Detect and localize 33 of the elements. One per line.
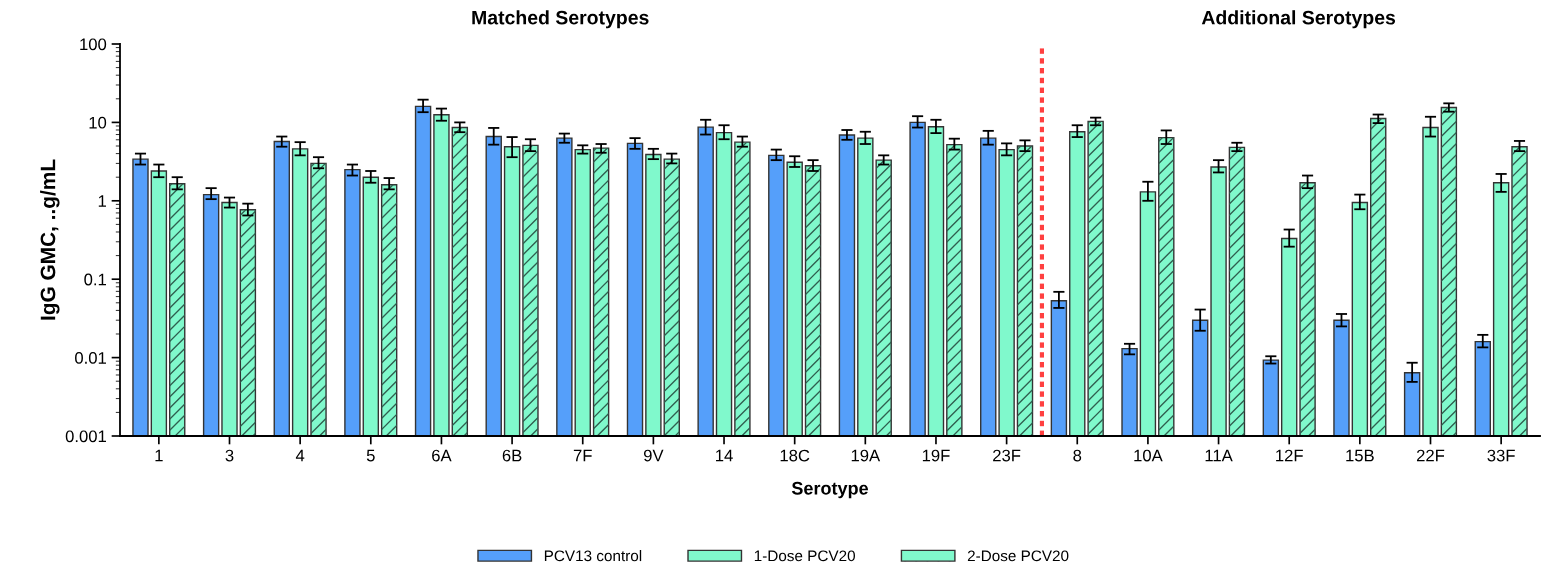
y-axis-title: IgG GMC, ..g/mL	[40, 159, 60, 320]
x-tick-label: 19F	[922, 449, 950, 462]
x-tick-label: 14	[716, 449, 733, 462]
x-tick-label: 18C	[780, 449, 810, 462]
x-tick-label: 10A	[1134, 449, 1163, 462]
x-tick-label: 5	[366, 449, 375, 462]
legend-label: 2-Dose PCV20	[967, 550, 1069, 562]
y-tick-label: 0.01	[75, 352, 106, 364]
legend-label: 1-Dose PCV20	[754, 550, 855, 562]
y-tick-label: 0.001	[65, 430, 106, 443]
x-tick-label: 11A	[1205, 449, 1233, 462]
text: Additional Serotypes	[1201, 10, 1396, 29]
legend-label: PCV13 control	[544, 550, 642, 562]
y-tick-label: 100	[80, 38, 107, 51]
x-tick-label: 19A	[851, 449, 881, 462]
x-tick-label: 4	[295, 449, 305, 462]
x-tick-label: 15B	[1346, 449, 1374, 462]
x-tick-label: 6B	[502, 449, 522, 462]
x-tick-label: 23F	[993, 449, 1021, 462]
y-tick-label: 0.1	[84, 273, 106, 286]
x-tick-label: 7F	[573, 449, 592, 462]
x-tick-label: 1	[155, 449, 163, 462]
y-tick-label: 1	[98, 195, 106, 207]
x-tick-label: 3	[225, 449, 234, 462]
x-tick-label: 9V	[643, 449, 664, 462]
y-tick-label: 10	[89, 116, 107, 129]
x-tick-label: 22F	[1416, 449, 1445, 462]
x-axis-title: Serotype	[791, 481, 869, 499]
x-tick-label: 6A	[432, 449, 452, 462]
x-tick-label: 33F	[1487, 449, 1515, 462]
x-tick-label: 8	[1073, 449, 1082, 462]
text: Matched Serotypes	[472, 10, 649, 29]
x-tick-label: 12F	[1276, 449, 1303, 462]
